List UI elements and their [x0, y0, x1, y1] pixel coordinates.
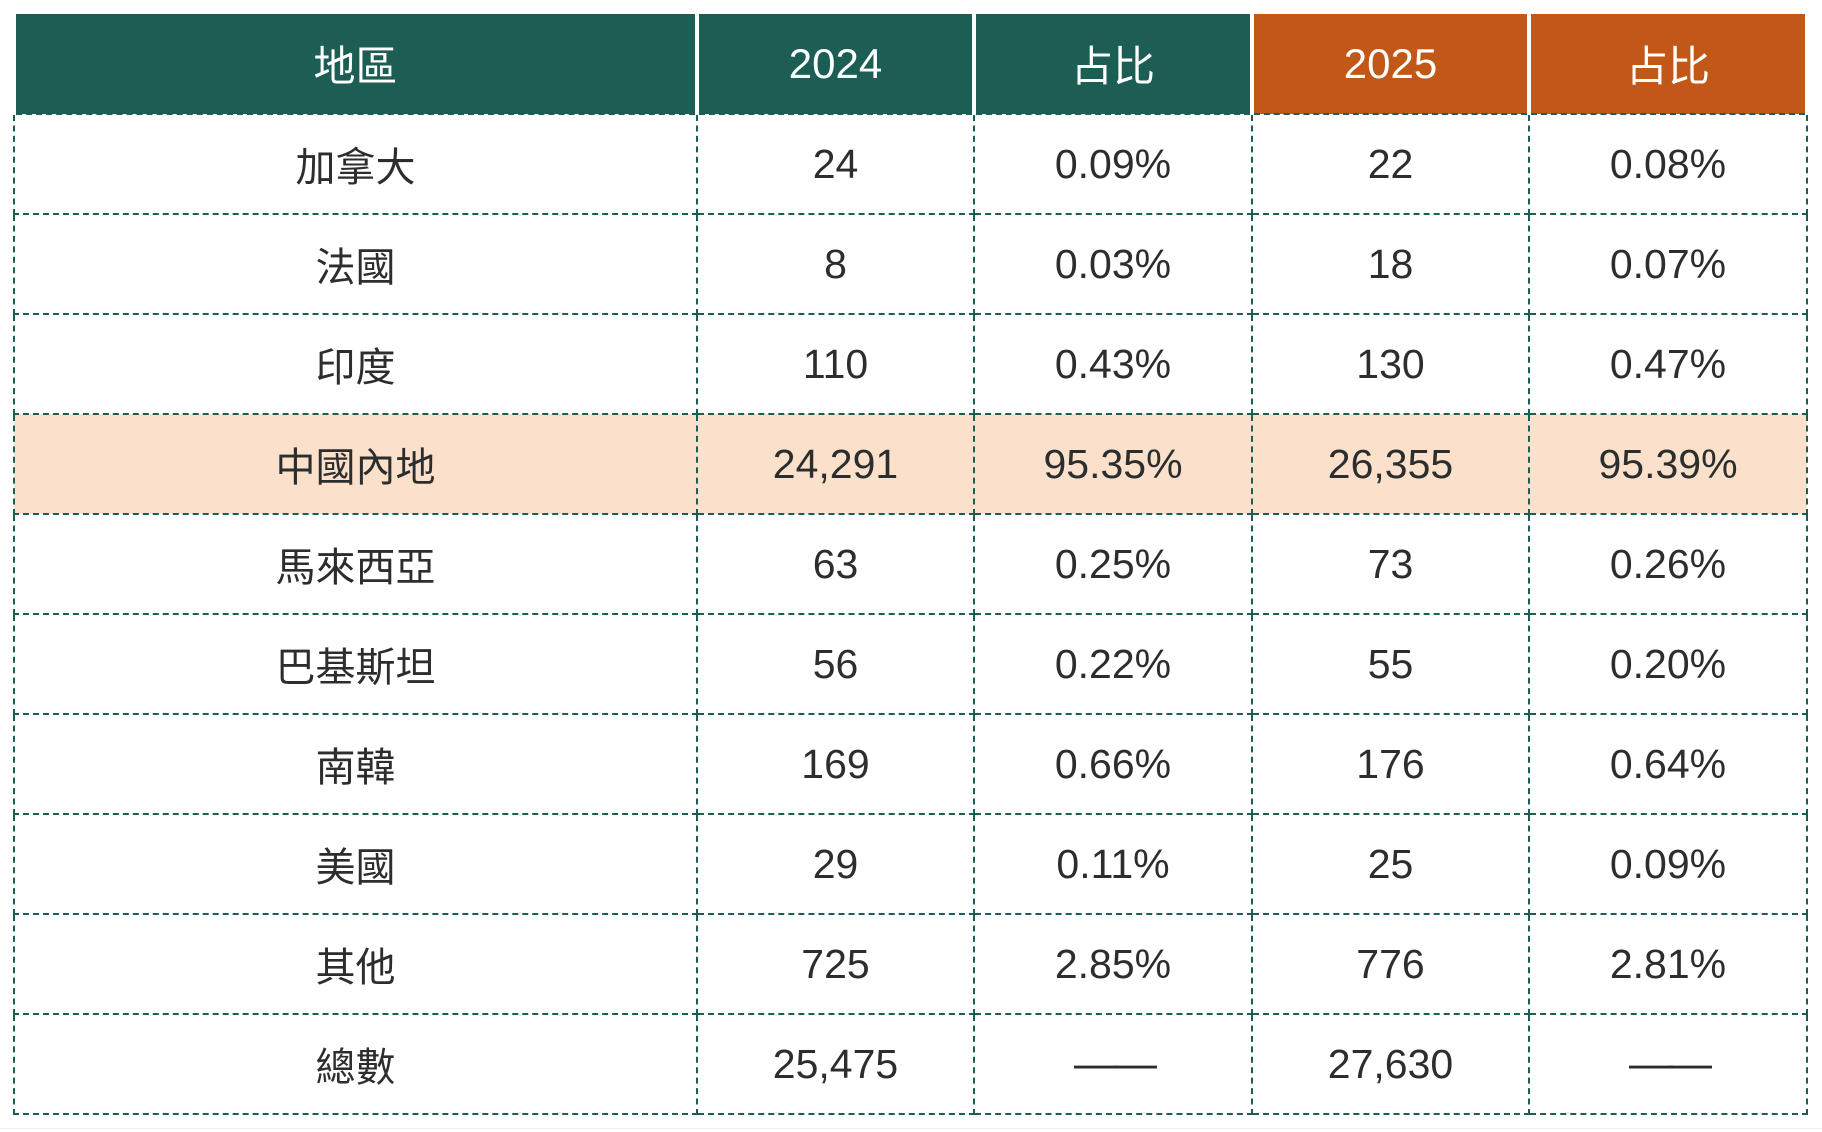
- table-row: 馬來西亞 63 0.25% 73 0.26%: [13, 513, 1808, 615]
- table-row-total: 總數 25,475 —— 27,630 ——: [13, 1013, 1808, 1115]
- cell-pct-2024: 95.35%: [973, 413, 1253, 515]
- cell-pct-2025: ——: [1528, 1013, 1808, 1115]
- header-region: 地區: [12, 14, 699, 114]
- cell-2024: 63: [696, 513, 975, 615]
- cell-pct-2024: 0.43%: [973, 313, 1253, 415]
- cell-2025: 130: [1251, 313, 1530, 415]
- region-stats-table-wrap: 地區 2024 占比 2025 占比 加拿大 24 0.09% 22 0.08% 法國 8 0.03%…: [12, 14, 1809, 1115]
- table-row: 中國內地 24,291 95.35% 26,355 95.39%: [13, 413, 1808, 515]
- cell-2025: 776: [1251, 913, 1530, 1015]
- page-bottom-edge: [0, 1128, 1822, 1129]
- cell-2024: 25,475: [696, 1013, 975, 1115]
- cell-2025: 55: [1251, 613, 1530, 715]
- cell-2024: 8: [696, 213, 975, 315]
- cell-pct-2025: 0.47%: [1528, 313, 1808, 415]
- table-row: 法國 8 0.03% 18 0.07%: [13, 213, 1808, 315]
- cell-pct-2025: 95.39%: [1528, 413, 1808, 515]
- cell-region: 加拿大: [13, 113, 698, 215]
- cell-region: 美國: [13, 813, 698, 915]
- cell-pct-2024: 0.25%: [973, 513, 1253, 615]
- cell-pct-2024: 0.03%: [973, 213, 1253, 315]
- table-row: 印度 110 0.43% 130 0.47%: [13, 313, 1808, 415]
- cell-2025: 22: [1251, 113, 1530, 215]
- cell-pct-2025: 0.07%: [1528, 213, 1808, 315]
- cell-2024: 169: [696, 713, 975, 815]
- cell-pct-2024: 0.66%: [973, 713, 1253, 815]
- table-row: 美國 29 0.11% 25 0.09%: [13, 813, 1808, 915]
- cell-pct-2024: 0.11%: [973, 813, 1253, 915]
- cell-2024: 24,291: [696, 413, 975, 515]
- cell-pct-2025: 0.09%: [1528, 813, 1808, 915]
- cell-2025: 25: [1251, 813, 1530, 915]
- table-body: 加拿大 24 0.09% 22 0.08% 法國 8 0.03% 18 0.07% 印度 110 0.4…: [13, 113, 1808, 1115]
- cell-region: 其他: [13, 913, 698, 1015]
- cell-region: 南韓: [13, 713, 698, 815]
- cell-2025: 176: [1251, 713, 1530, 815]
- table-row: 其他 725 2.85% 776 2.81%: [13, 913, 1808, 1015]
- header-2025: 2025: [1250, 14, 1531, 114]
- cell-pct-2025: 0.08%: [1528, 113, 1808, 215]
- region-stats-table: 地區 2024 占比 2025 占比 加拿大 24 0.09% 22 0.08% 法國 8 0.03%…: [12, 14, 1809, 1115]
- cell-pct-2025: 2.81%: [1528, 913, 1808, 1015]
- header-row: 地區 2024 占比 2025 占比: [12, 14, 1809, 114]
- table-row: 南韓 169 0.66% 176 0.64%: [13, 713, 1808, 815]
- cell-pct-2024: 2.85%: [973, 913, 1253, 1015]
- cell-2025: 73: [1251, 513, 1530, 615]
- cell-2025: 27,630: [1251, 1013, 1530, 1115]
- cell-pct-2024: 0.09%: [973, 113, 1253, 215]
- cell-pct-2024: 0.22%: [973, 613, 1253, 715]
- cell-region: 總數: [13, 1013, 698, 1115]
- table-row: 加拿大 24 0.09% 22 0.08%: [13, 113, 1808, 215]
- cell-pct-2025: 0.26%: [1528, 513, 1808, 615]
- cell-2024: 725: [696, 913, 975, 1015]
- cell-2024: 29: [696, 813, 975, 915]
- cell-region: 巴基斯坦: [13, 613, 698, 715]
- cell-region: 中國內地: [13, 413, 698, 515]
- table-row: 巴基斯坦 56 0.22% 55 0.20%: [13, 613, 1808, 715]
- cell-2024: 56: [696, 613, 975, 715]
- cell-pct-2025: 0.64%: [1528, 713, 1808, 815]
- cell-2025: 26,355: [1251, 413, 1530, 515]
- cell-region: 馬來西亞: [13, 513, 698, 615]
- cell-2024: 110: [696, 313, 975, 415]
- cell-region: 印度: [13, 313, 698, 415]
- header-pct-2025: 占比: [1527, 14, 1809, 114]
- cell-region: 法國: [13, 213, 698, 315]
- table-header: 地區 2024 占比 2025 占比: [12, 14, 1809, 114]
- header-pct-2024: 占比: [972, 14, 1254, 114]
- cell-pct-2024: ——: [973, 1013, 1253, 1115]
- cell-pct-2025: 0.20%: [1528, 613, 1808, 715]
- header-2024: 2024: [695, 14, 976, 114]
- cell-2025: 18: [1251, 213, 1530, 315]
- cell-2024: 24: [696, 113, 975, 215]
